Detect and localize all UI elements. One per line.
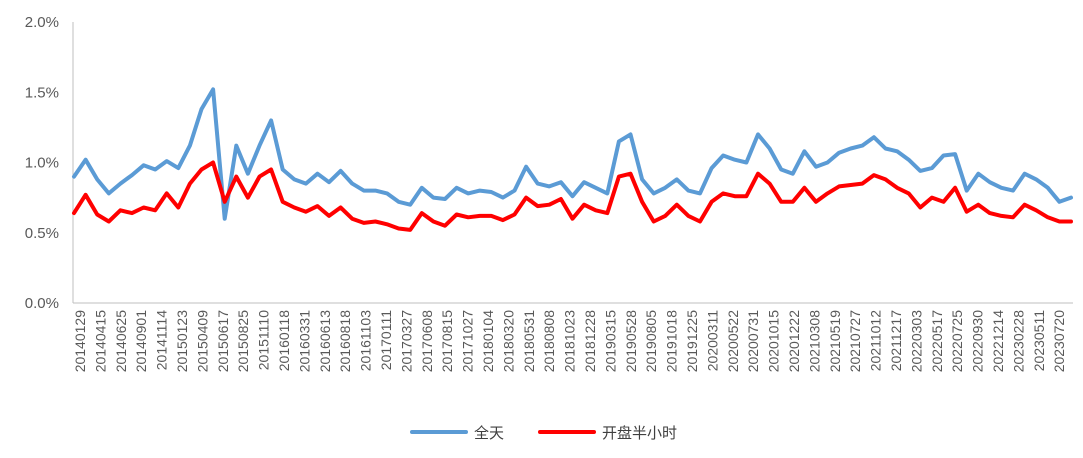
x-tick-label: 20201015 [766, 310, 782, 373]
x-tick-label: 20150825 [235, 310, 251, 373]
x-tick-label: 20230511 [1031, 310, 1047, 371]
x-tick-label: 20180104 [480, 310, 496, 373]
x-tick-label: 20191018 [664, 310, 680, 373]
x-tick-label: 20190805 [643, 310, 659, 373]
x-tick-label: 20150617 [215, 310, 231, 373]
x-tick-label: 20211217 [888, 310, 904, 371]
y-tick-label: 1.0% [25, 155, 59, 172]
legend: 全天 开盘半小时 [410, 424, 677, 442]
x-tick-label: 20190528 [623, 310, 639, 373]
x-tick-label: 20210308 [806, 310, 822, 373]
x-tick-label: 20220930 [970, 310, 986, 373]
x-tick-label: 20220517 [929, 310, 945, 373]
x-tick-label: 20141114 [154, 310, 170, 370]
x-tick-label: 20140625 [113, 310, 129, 373]
y-axis: 0.0% 0.5% 1.0% 1.5% 2.0% [25, 14, 74, 312]
x-tick-label: 20180320 [500, 310, 516, 373]
x-tick-label: 20210727 [847, 310, 863, 373]
x-tick-label: 20200522 [725, 310, 741, 373]
y-tick-label: 1.5% [25, 84, 59, 101]
x-tick-label: 20191225 [684, 310, 700, 373]
x-tick-label: 20221214 [990, 310, 1006, 373]
x-tick-label: 20160331 [296, 310, 312, 373]
x-tick-label: 20170815 [439, 310, 455, 373]
x-axis: 20140129 20140415 20140625 20140901 20141114… [72, 302, 1073, 373]
x-tick-label: 20151110 [256, 310, 272, 370]
y-tick-label: 2.0% [25, 14, 59, 31]
x-tick-label: 20220725 [949, 310, 965, 373]
x-tick-label: 20150123 [174, 310, 190, 373]
x-tick-label: 20181023 [562, 310, 578, 373]
x-tick-label: 20150409 [194, 310, 210, 373]
x-tick-label: 20200731 [745, 310, 761, 373]
x-tick-label: 20190315 [602, 310, 618, 373]
y-tick-label: 0.0% [25, 295, 59, 312]
x-tick-label: 20220303 [908, 310, 924, 373]
series-lines [72, 87, 1073, 232]
x-tick-label: 20230228 [1010, 310, 1026, 373]
x-tick-label: 20230720 [1051, 310, 1067, 373]
x-tick-label: 20200311 [704, 310, 720, 371]
x-tick-label: 20140901 [133, 310, 149, 373]
x-tick-label: 20181228 [582, 310, 598, 373]
x-tick-label: 20180531 [521, 310, 537, 373]
x-tick-label: 20201222 [786, 310, 802, 373]
y-tick-label: 0.5% [25, 225, 59, 242]
x-tick-label: 20160613 [317, 310, 333, 373]
series-line-1 [72, 87, 1073, 221]
x-tick-label: 20210519 [827, 310, 843, 373]
legend-label-1: 全天 [474, 424, 504, 442]
x-tick-label: 20170608 [419, 310, 435, 373]
x-tick-label: 20211012 [868, 310, 884, 371]
x-tick-label: 20161103 [358, 310, 374, 371]
x-tick-label: 20171027 [460, 310, 476, 373]
x-tick-label: 20160118 [276, 310, 292, 371]
x-tick-label: 20170111 [378, 310, 394, 370]
legend-label-2: 开盘半小时 [602, 424, 677, 442]
x-tick-label: 20140129 [72, 310, 88, 373]
x-tick-label: 20160818 [337, 310, 353, 373]
series-line-2 [72, 160, 1073, 232]
x-tick-label: 20170327 [398, 310, 414, 373]
x-tick-label: 20140415 [92, 310, 108, 373]
x-tick-label: 20180808 [541, 310, 557, 373]
